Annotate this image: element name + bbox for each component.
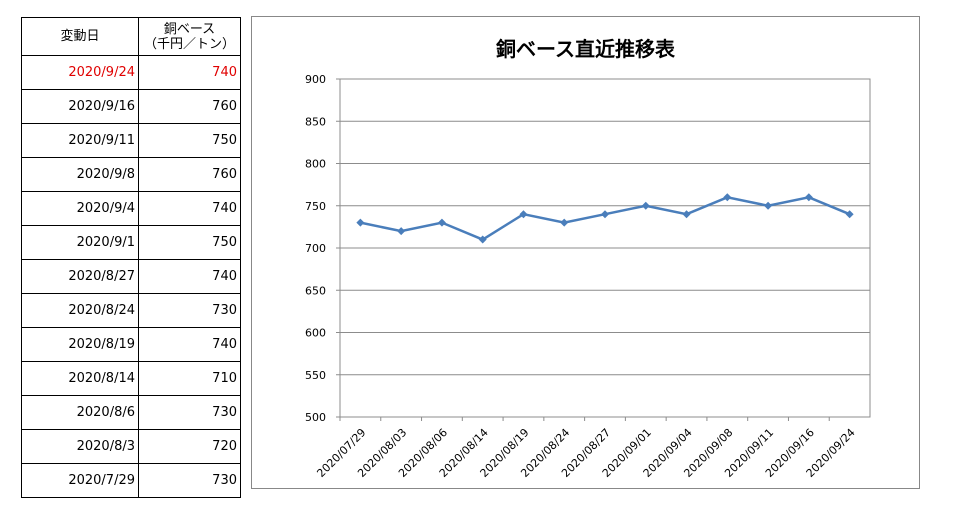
table-row: 2020/9/4 740	[21, 191, 241, 226]
header-price-line1: 銅ベース	[163, 21, 216, 37]
y-tick-label: 900	[305, 73, 326, 86]
table-row: 2020/9/11 750	[21, 123, 241, 158]
data-point	[845, 210, 854, 219]
table-row: 2020/8/6 730	[21, 395, 241, 430]
y-tick-label: 500	[305, 411, 326, 424]
row-date: 2020/8/19	[21, 327, 139, 362]
data-point	[437, 218, 446, 227]
table-row: 2020/9/16 760	[21, 89, 241, 124]
row-price: 750	[138, 123, 241, 158]
y-tick-label: 800	[305, 158, 326, 171]
row-date: 2020/9/16	[21, 89, 139, 124]
data-point	[560, 218, 569, 227]
data-point	[723, 193, 732, 202]
plot-border	[339, 78, 871, 418]
table-row: 2020/8/27 740	[21, 259, 241, 294]
chart-title: 銅ベース直近推移表	[496, 37, 675, 61]
row-price: 750	[138, 225, 241, 260]
row-price: 740	[138, 191, 241, 226]
header-price: 銅ベース （千円／トン）	[138, 17, 241, 56]
row-price: 730	[138, 395, 241, 430]
header-price-line2: （千円／トン）	[143, 36, 235, 52]
row-date: 2020/9/11	[21, 123, 139, 158]
row-date: 2020/9/1	[21, 225, 139, 260]
y-tick-label: 600	[305, 327, 326, 340]
chart-area: 銅ベース直近推移表 500 550 600 650 700 750 800 850 900 202…	[251, 16, 920, 489]
row-price: 740	[138, 327, 241, 362]
y-tick-label: 850	[305, 115, 326, 128]
table-row: 2020/8/24 730	[21, 293, 241, 328]
row-date: 2020/8/3	[21, 429, 139, 464]
row-price: 740	[138, 55, 241, 90]
data-point	[478, 235, 487, 244]
table-row: 2020/9/8 760	[21, 157, 241, 192]
header-date: 変動日	[21, 17, 139, 56]
line-chart: 5005506006507007508008509002020/07/29202…	[305, 73, 871, 480]
row-date: 2020/7/29	[21, 463, 139, 498]
table-row: 2020/9/24 740	[21, 55, 241, 90]
row-price: 740	[138, 259, 241, 294]
row-date: 2020/8/6	[21, 395, 139, 430]
row-price: 730	[138, 293, 241, 328]
row-date: 2020/8/24	[21, 293, 139, 328]
data-point	[601, 210, 609, 219]
row-date: 2020/9/8	[21, 157, 139, 192]
data-point	[641, 201, 650, 210]
row-price: 760	[138, 89, 241, 124]
series-line	[360, 195, 851, 241]
row-date: 2020/9/4	[21, 191, 139, 226]
y-tick-label: 550	[305, 369, 326, 382]
table-header-row: 変動日 銅ベース （千円／トン）	[21, 17, 241, 56]
row-price: 720	[138, 429, 241, 464]
row-price: 710	[138, 361, 241, 396]
y-tick-label: 750	[305, 200, 326, 213]
row-price: 760	[138, 157, 241, 192]
table-row: 2020/9/1 750	[21, 225, 241, 260]
data-point	[356, 218, 365, 227]
row-date: 2020/9/24	[21, 55, 139, 90]
row-price: 730	[138, 463, 241, 498]
price-table: 変動日 銅ベース （千円／トン） 2020/9/24 740 2020/9/16 76…	[21, 17, 241, 498]
row-date: 2020/8/14	[21, 361, 139, 396]
table-row: 2020/8/19 740	[21, 327, 241, 362]
data-point	[682, 210, 691, 219]
table-row: 2020/8/3 720	[21, 429, 241, 464]
data-point	[519, 210, 528, 219]
y-tick-label: 650	[305, 284, 326, 297]
data-point	[804, 193, 813, 202]
data-point	[764, 201, 773, 210]
data-point	[397, 227, 406, 236]
table-row: 2020/7/29 730	[21, 463, 241, 498]
table-row: 2020/8/14 710	[21, 361, 241, 396]
row-date: 2020/8/27	[21, 259, 139, 294]
y-tick-label: 700	[305, 242, 326, 255]
